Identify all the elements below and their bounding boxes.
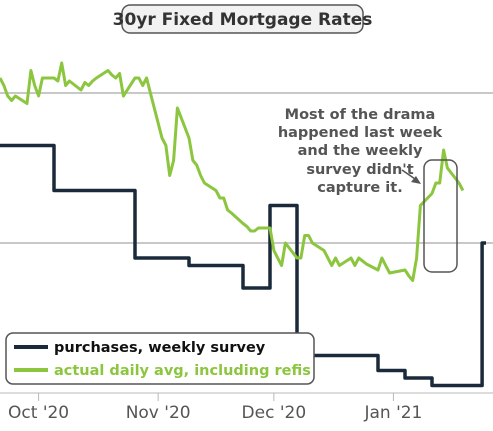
series-layer	[0, 61, 486, 388]
annotation: Most of the drama happened last week and…	[278, 107, 458, 273]
annotation-line-1: Most of the drama	[285, 107, 436, 123]
x-tick-label-0: Oct '20	[8, 403, 69, 423]
legend-label-daily-avg: actual daily avg, including refis	[54, 363, 311, 379]
title-box	[121, 4, 364, 34]
x-tick-label-3: Jan '21	[363, 403, 422, 423]
annotation-line-5: capture it.	[317, 180, 402, 196]
series-line-purchases	[0, 143, 486, 388]
gridlines	[0, 92, 493, 244]
annotation-line-3: and the weekly	[298, 143, 423, 159]
annotation-highlight-box	[423, 159, 458, 273]
legend-label-purchases: purchases, weekly survey	[54, 340, 266, 356]
title-text: 30yr Fixed Mortgage Rates	[113, 10, 373, 30]
series-line-daily-avg	[0, 61, 465, 282]
x-tick-label-2: Dec '20	[242, 403, 307, 423]
x-tick-label-1: Nov '20	[126, 403, 191, 423]
x-axis-ticks: Oct '20 Nov '20 Dec '20 Jan '21	[8, 393, 422, 423]
annotation-line-2: happened last week	[278, 125, 443, 141]
annotation-arrow-head	[411, 176, 421, 184]
annotation-line-4: survey didn't	[306, 162, 413, 178]
chart-title: 30yr Fixed Mortgage Rates	[113, 4, 373, 34]
legend-box	[5, 332, 315, 385]
legend: purchases, weekly survey actual daily av…	[5, 332, 315, 385]
